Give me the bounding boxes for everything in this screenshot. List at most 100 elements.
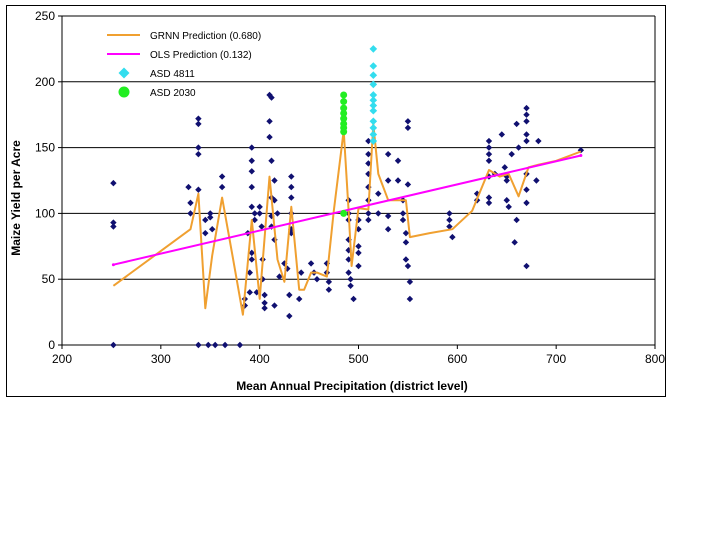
observed-point bbox=[384, 177, 392, 184]
observed-point bbox=[187, 210, 194, 217]
observed-point bbox=[313, 276, 321, 283]
observed-point bbox=[498, 131, 506, 138]
asd-4811-point bbox=[369, 117, 378, 126]
legend-label: GRNN Prediction (0.680) bbox=[150, 31, 261, 42]
x-tick-label: 600 bbox=[447, 352, 467, 366]
observed-point bbox=[508, 150, 515, 158]
observed-point bbox=[261, 291, 268, 299]
y-tick-label: 100 bbox=[35, 206, 55, 220]
observed-point bbox=[296, 295, 303, 303]
observed-point bbox=[248, 157, 255, 164]
observed-point bbox=[218, 173, 226, 180]
y-tick-label: 250 bbox=[35, 9, 55, 23]
observed-point bbox=[384, 225, 392, 233]
observed-point bbox=[110, 179, 117, 187]
x-tick-label: 500 bbox=[348, 352, 368, 366]
observed-point bbox=[251, 210, 258, 217]
observed-point bbox=[221, 341, 229, 349]
observed-point bbox=[513, 216, 520, 224]
observed-point bbox=[365, 137, 372, 145]
observed-point bbox=[258, 223, 265, 230]
observed-point bbox=[523, 199, 530, 207]
observed-point bbox=[365, 150, 372, 158]
observed-point bbox=[211, 341, 219, 349]
legend-label: ASD 4811 bbox=[150, 69, 195, 80]
asd-2030-point bbox=[340, 98, 348, 106]
observed-point bbox=[195, 120, 202, 128]
observed-point bbox=[533, 177, 540, 184]
asd-2030-point bbox=[340, 128, 348, 136]
observed-point bbox=[365, 216, 372, 224]
observed-point bbox=[402, 256, 410, 263]
observed-point bbox=[404, 118, 412, 125]
observed-point bbox=[276, 273, 283, 280]
observed-point bbox=[446, 216, 453, 224]
observed-point bbox=[485, 157, 493, 164]
observed-point bbox=[202, 216, 209, 224]
legend-item: GRNN Prediction (0.680) bbox=[107, 31, 261, 42]
observed-point bbox=[399, 216, 407, 224]
observed-point bbox=[325, 286, 333, 293]
observed-point bbox=[513, 120, 520, 128]
observed-point bbox=[256, 203, 263, 211]
observed-point bbox=[347, 276, 354, 283]
observed-point bbox=[286, 312, 293, 320]
legend-label: OLS Prediction (0.132) bbox=[150, 50, 252, 61]
observed-point bbox=[501, 164, 508, 171]
legend-swatch bbox=[118, 67, 130, 79]
observed-point bbox=[110, 223, 117, 230]
observed-point bbox=[523, 262, 530, 270]
observed-point bbox=[271, 177, 278, 184]
observed-point bbox=[399, 210, 407, 217]
observed-point bbox=[195, 115, 202, 122]
observed-point bbox=[209, 225, 216, 233]
observed-point bbox=[505, 203, 512, 211]
observed-point bbox=[535, 137, 542, 145]
asd-4811-point bbox=[369, 101, 378, 110]
asd-4811-point bbox=[369, 45, 378, 53]
x-tick-label: 200 bbox=[52, 352, 72, 366]
y-tick-label: 50 bbox=[42, 272, 56, 286]
observed-point bbox=[384, 150, 392, 158]
asd-2030-point bbox=[340, 91, 348, 99]
ols-point bbox=[111, 263, 115, 267]
scatter-chart: 0 50 100 150 200 250 200 300 400 500 600 700 800 GRN… bbox=[9, 9, 665, 393]
observed-point bbox=[207, 214, 214, 221]
observed-point bbox=[325, 278, 333, 286]
x-tick-label: 400 bbox=[250, 352, 270, 366]
asd-4811-point bbox=[369, 130, 378, 139]
observed-point bbox=[404, 262, 412, 270]
asd-2030-point bbox=[340, 104, 348, 112]
observed-point bbox=[268, 157, 275, 164]
observed-point bbox=[286, 291, 293, 299]
observed-point bbox=[485, 150, 493, 158]
observed-point bbox=[236, 341, 244, 349]
observed-point bbox=[251, 216, 258, 224]
observed-point bbox=[187, 199, 194, 207]
observed-point bbox=[384, 212, 392, 220]
observed-point bbox=[195, 341, 202, 349]
asd-4811-point bbox=[369, 106, 378, 115]
observed-point bbox=[394, 157, 402, 164]
observed-point bbox=[523, 111, 530, 118]
observed-point bbox=[350, 295, 357, 303]
observed-point bbox=[248, 144, 255, 151]
observed-point bbox=[185, 183, 192, 191]
observed-point bbox=[511, 239, 518, 246]
observed-point bbox=[404, 181, 412, 188]
observed-point bbox=[246, 289, 253, 296]
legend-swatch bbox=[118, 86, 130, 98]
observed-point bbox=[375, 190, 382, 197]
observed-point bbox=[307, 260, 315, 267]
observed-point bbox=[274, 210, 281, 217]
legend-item: ASD 4811 bbox=[118, 67, 195, 80]
asd-4811-point bbox=[369, 137, 378, 145]
observed-point bbox=[402, 229, 410, 237]
observed-point bbox=[449, 233, 456, 241]
asd-4811-point bbox=[369, 62, 378, 70]
observed-point bbox=[248, 203, 255, 211]
observed-point bbox=[246, 269, 253, 276]
observed-point bbox=[248, 168, 255, 175]
observed-point bbox=[375, 210, 382, 217]
y-tick-label: 200 bbox=[35, 75, 55, 89]
